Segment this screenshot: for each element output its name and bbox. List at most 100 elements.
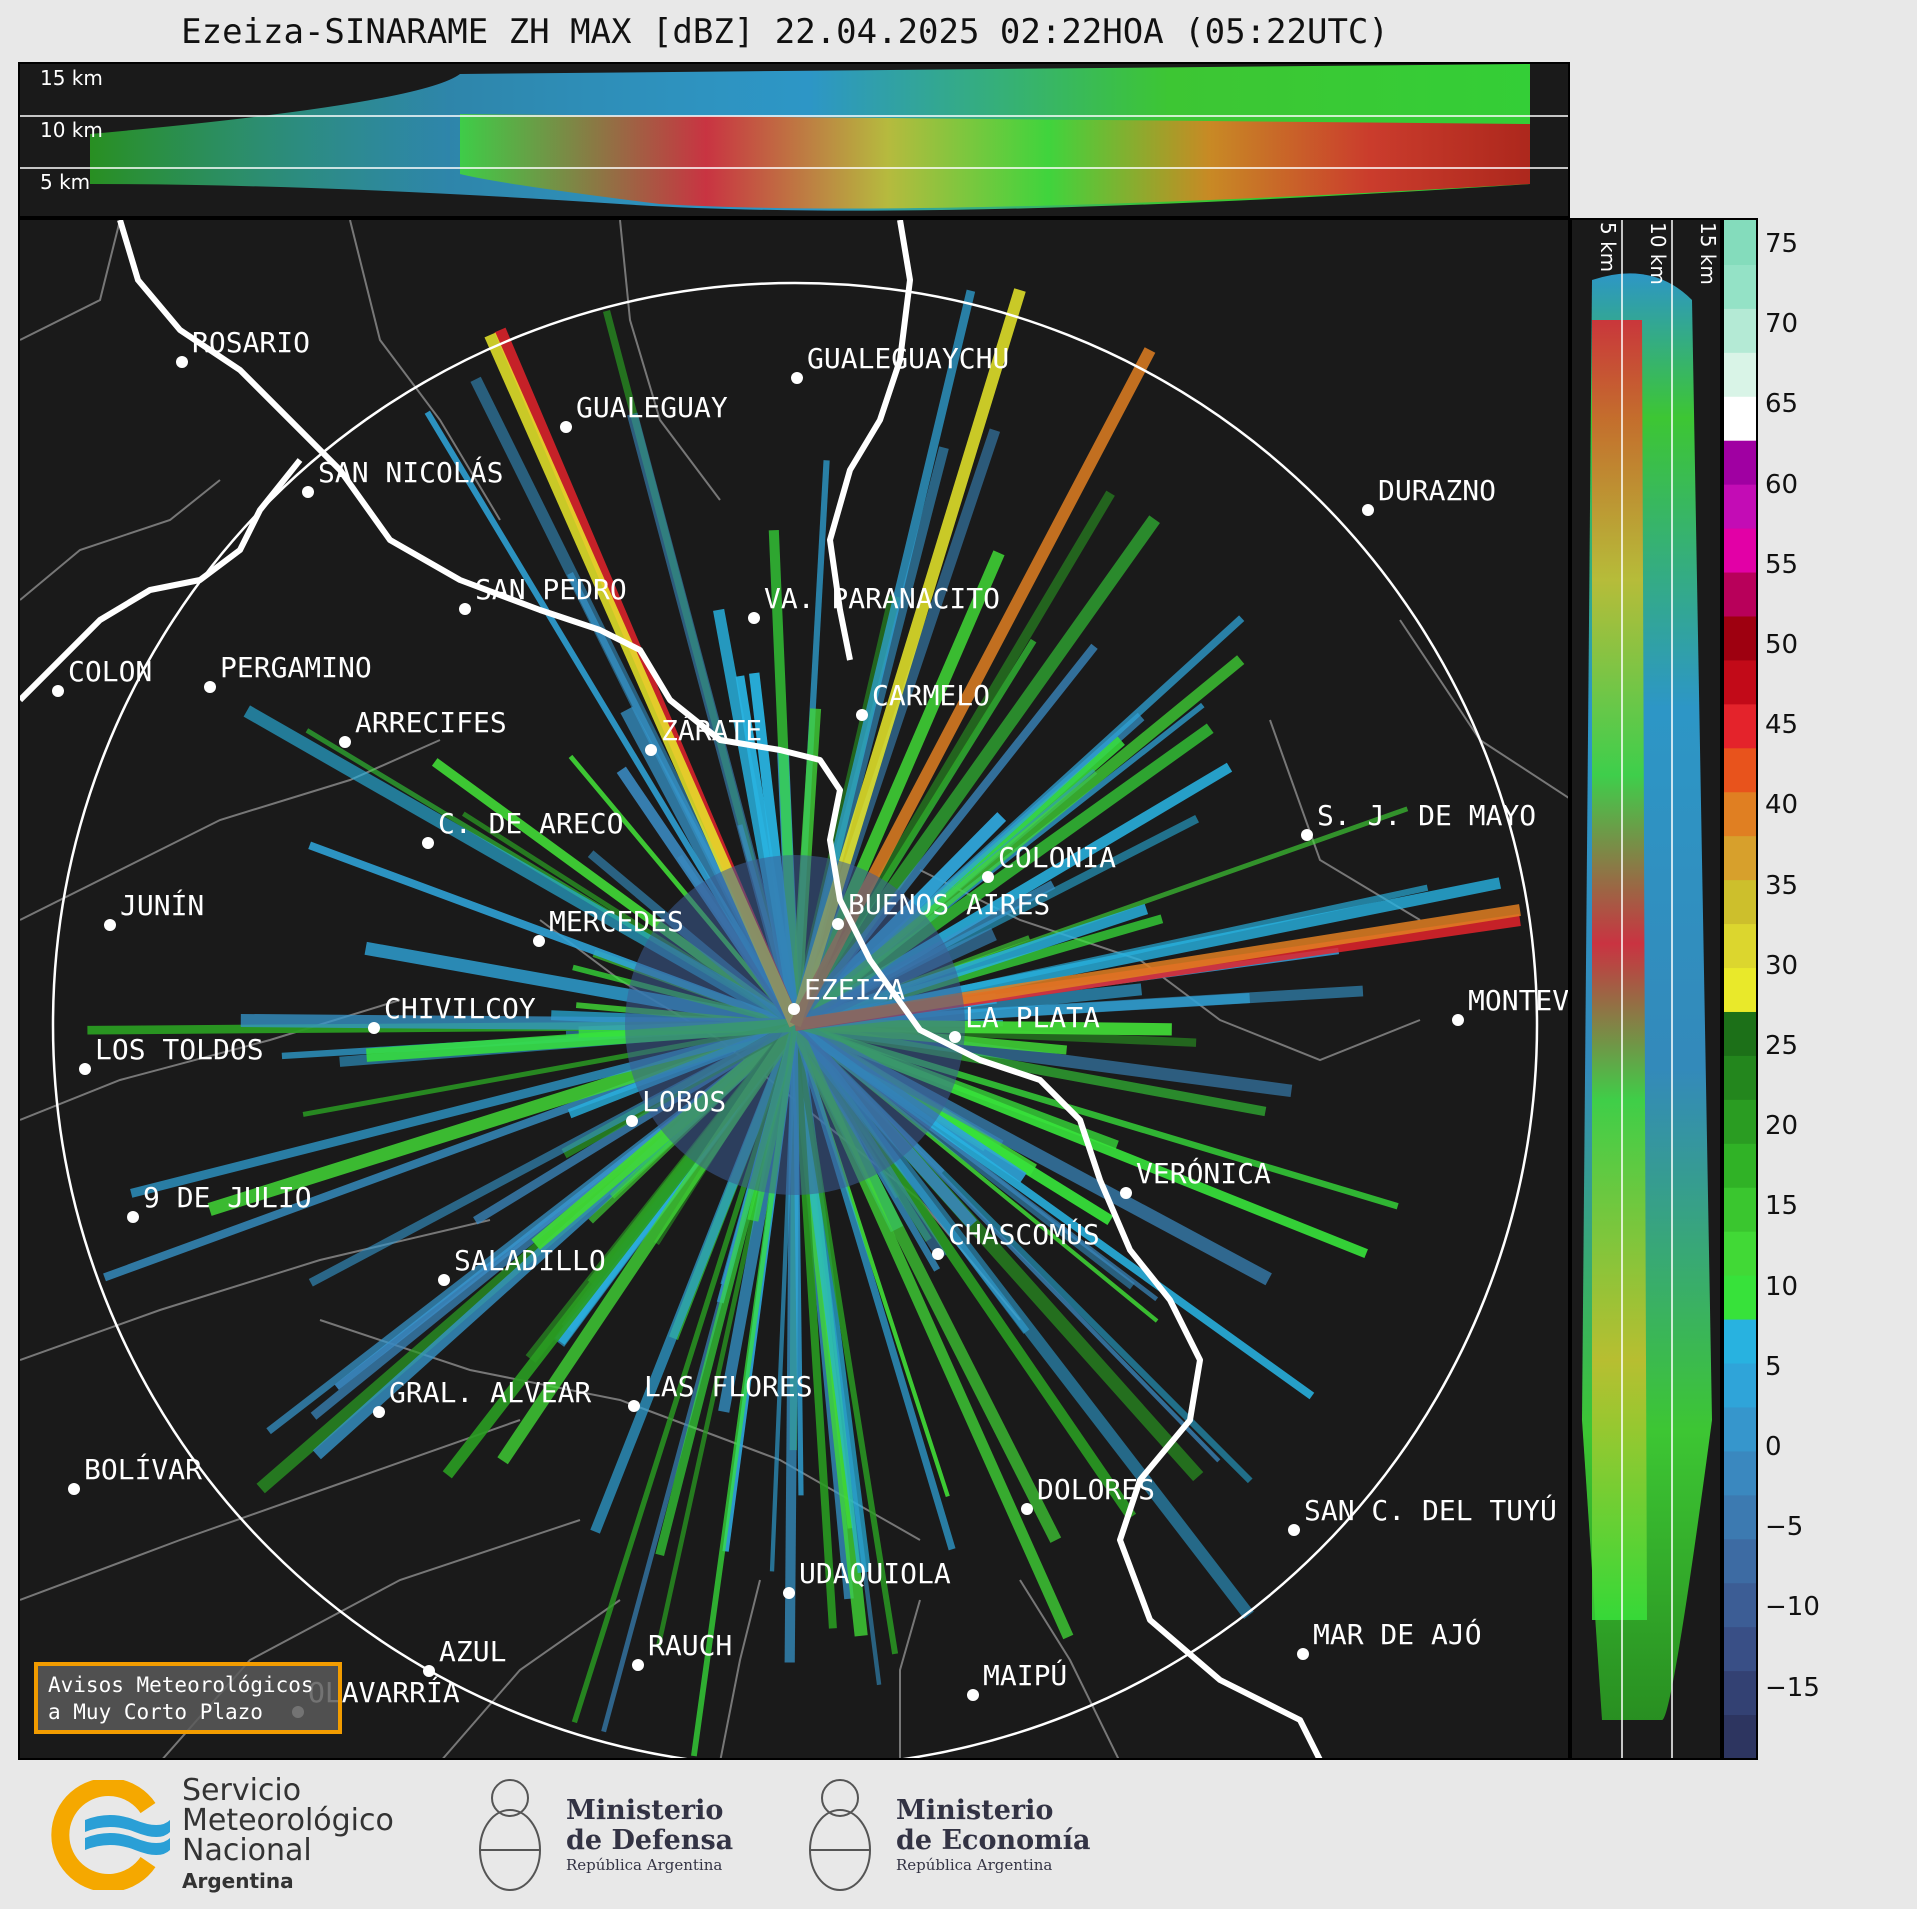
colorbar-band: [1724, 1582, 1756, 1628]
radar-echo-rays: [87, 288, 1521, 1757]
colorbar-band: [1724, 659, 1756, 705]
colorbar-band: [1724, 220, 1756, 265]
city-marker: [368, 1022, 380, 1034]
badge-line-2: a Muy Corto Plazo: [48, 1700, 263, 1724]
colorbar-tick-label: 60: [1765, 469, 1799, 500]
city-label: C. DE ARECO: [438, 807, 623, 840]
city-marker: [204, 681, 216, 693]
city-labels: ROSARIO GUALEGUAYCHU GUALEGUAY SAN NICOLÁS D…: [52, 326, 1570, 1718]
city-marker: [302, 486, 314, 498]
colorbar-band: [1724, 483, 1756, 529]
city-label: CARMELO: [872, 679, 990, 712]
warnings-badge[interactable]: Avisos Meteorológicos a Muy Corto Plazo: [34, 1662, 342, 1734]
colorbar-band: [1724, 263, 1756, 309]
city-marker: [52, 685, 64, 697]
province-boundaries: [20, 220, 1568, 1758]
smn-line-1: Servicio: [182, 1773, 302, 1808]
colorbar-band: [1724, 923, 1756, 969]
radar-range-ring: [51, 281, 1539, 1758]
city-label: GUALEGUAY: [576, 391, 728, 424]
city-label: VERÓNICA: [1136, 1156, 1271, 1190]
colorbar-band: [1724, 1538, 1756, 1584]
city-label: BUENOS AIRES: [848, 888, 1050, 921]
colorbar-band: [1724, 527, 1756, 573]
page-title: Ezeiza-SINARAME ZH MAX [dBZ] 22.04.2025 …: [181, 12, 1389, 52]
colorbar-band: [1724, 835, 1756, 881]
radar-map[interactable]: ROSARIO GUALEGUAYCHU GUALEGUAY SAN NICOLÁS D…: [20, 220, 1570, 1760]
side-cross-section: [1582, 220, 1712, 1758]
defensa-line-3: República Argentina: [566, 1856, 723, 1874]
radar-map-panel[interactable]: ROSARIO GUALEGUAYCHU GUALEGUAY SAN NICOLÁS D…: [18, 218, 1570, 1760]
city-marker: [127, 1211, 139, 1223]
smn-line-3: Nacional: [182, 1833, 312, 1868]
colorbar-band: [1724, 879, 1756, 925]
city-label: 9 DE JULIO: [143, 1181, 312, 1214]
city-label: SAN NICOLÁS: [318, 455, 503, 489]
colorbar-band: [1724, 1714, 1756, 1758]
city-label: GUALEGUAYCHU: [807, 342, 1009, 375]
city-marker: [1452, 1014, 1464, 1026]
colorbar-band: [1724, 747, 1756, 793]
city-label: JUNÍN: [120, 888, 204, 922]
colorbar-tick-label: 30: [1765, 950, 1799, 981]
city-marker: [628, 1400, 640, 1412]
city-marker: [1297, 1648, 1309, 1660]
city-marker: [422, 837, 434, 849]
colorbar-tick-label: −5: [1765, 1512, 1804, 1543]
colorbar-band: [1724, 307, 1756, 353]
colorbar-band: [1724, 1450, 1756, 1496]
defensa-line-2: de Defensa: [566, 1825, 734, 1856]
colorbar-tick-label: −15: [1765, 1672, 1820, 1703]
river-coastline: [20, 220, 1323, 1758]
city-label: MAIPÚ: [983, 1658, 1067, 1692]
side-height-5km: 5 km: [1596, 222, 1620, 273]
city-marker: [626, 1115, 638, 1127]
city-label: UDAQUIOLA: [799, 1557, 951, 1590]
city-label: LA PLATA: [965, 1001, 1100, 1034]
colorbar-band: [1724, 1406, 1756, 1452]
city-marker: [104, 919, 116, 931]
colorbar-band: [1724, 1362, 1756, 1408]
colorbar-tick-label: 0: [1765, 1432, 1782, 1462]
colorbar-tick-label: 70: [1765, 309, 1799, 340]
colorbar-band: [1724, 1098, 1756, 1144]
city-label: SALADILLO: [454, 1244, 606, 1277]
smn-logo-icon: [51, 1780, 170, 1890]
city-label: AZUL: [439, 1635, 506, 1668]
colorbar-tick-label: 45: [1765, 710, 1799, 741]
city-label: CHASCOMÚS: [948, 1217, 1100, 1251]
city-marker: [932, 1248, 944, 1260]
city-label: ARRECIFES: [355, 706, 507, 739]
ground-clutter: [625, 855, 965, 1195]
side-cross-section-panel: [1570, 218, 1722, 1760]
city-marker: [949, 1031, 961, 1043]
city-label: GRAL. ALVEAR: [389, 1376, 591, 1409]
colorbar-band: [1724, 1186, 1756, 1232]
city-label: LOBOS: [642, 1085, 726, 1118]
city-marker: [533, 935, 545, 947]
smn-line-2: Meteorológico: [182, 1803, 394, 1838]
city-label: BOLÍVAR: [84, 1452, 202, 1486]
city-label: COLON: [68, 655, 152, 688]
economia-line-1: Ministerio: [896, 1795, 1054, 1826]
city-label: EZEIZA: [804, 973, 905, 1006]
city-label: SAN PEDRO: [475, 573, 627, 606]
city-label: MONTEVIDEO: [1468, 984, 1570, 1017]
colorbar-tick-label: 20: [1765, 1111, 1799, 1142]
city-label: VA. PARANACITO: [764, 582, 1000, 615]
city-label: LAS FLORES: [644, 1370, 813, 1403]
city-marker: [645, 744, 657, 756]
colorbar-tick-label: 25: [1765, 1031, 1799, 1061]
colorbar-tick-label: 5: [1765, 1351, 1782, 1382]
city-marker: [1288, 1524, 1300, 1536]
city-marker: [1021, 1503, 1033, 1515]
defensa-coat-of-arms-icon: [479, 1779, 541, 1891]
city-marker: [783, 1587, 795, 1599]
colorbar-tick-label: 10: [1765, 1271, 1799, 1302]
colorbar-tick-label: 40: [1765, 790, 1799, 821]
city-marker: [788, 1003, 800, 1015]
city-marker: [1362, 504, 1374, 516]
colorbar-band: [1724, 1274, 1756, 1320]
colorbar-tick-label: 65: [1765, 389, 1799, 420]
city-marker: [339, 736, 351, 748]
